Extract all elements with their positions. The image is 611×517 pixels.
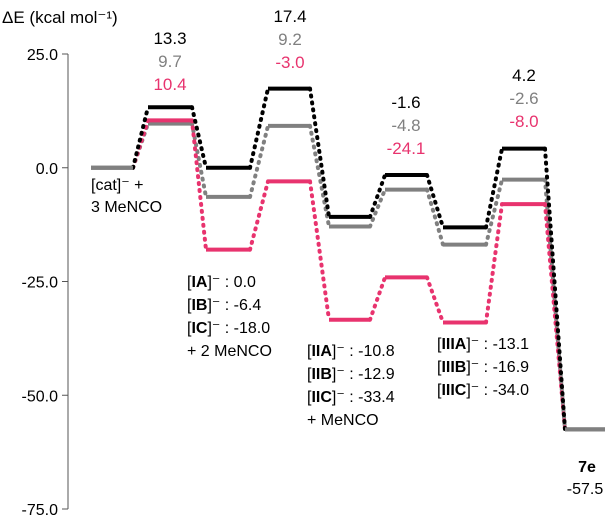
connector-C [425, 275, 445, 325]
connector-C [308, 179, 331, 322]
connector-C [190, 118, 208, 252]
start-label-line2: 3 MeNCO [91, 199, 162, 216]
connector-A [190, 105, 208, 170]
ts-value-label-C: -8.0 [509, 112, 538, 131]
connector-A [131, 105, 150, 170]
connector-A [425, 173, 445, 230]
y-tick-label: 0.0 [36, 161, 58, 178]
intermediate-label-group: [IIA]⁻ : -10.8 [IIB]⁻ : -12.9 [IIC]⁻ : -33… [307, 343, 395, 429]
intermediate-label-B: [IIB]⁻ : -12.9 [307, 366, 395, 383]
end-name-label: 7e [578, 459, 596, 476]
series-A [91, 86, 605, 432]
intermediate-label-C: [IC]⁻ : -18.0 [187, 320, 270, 337]
ts-value-label-B: 9.2 [278, 30, 302, 49]
connector-C [484, 202, 504, 325]
ts-value-label-C: -3.0 [275, 53, 304, 72]
y-tick-label: -75.0 [22, 502, 59, 517]
connector-B [248, 123, 270, 199]
connector-A [543, 146, 567, 432]
connector-A [248, 86, 270, 170]
end-value-label: -57.5 [567, 481, 604, 498]
ts-value-label-C: 10.4 [153, 75, 186, 94]
y-tick-label: -50.0 [22, 388, 59, 405]
intermediate-label-A: [IA]⁻ : 0.0 [187, 274, 256, 291]
ts-value-label-A: 4.2 [512, 66, 536, 85]
connector-B [425, 187, 445, 247]
ts-value-label-B: 9.7 [158, 52, 182, 71]
intermediate-label-A: [IIA]⁻ : -10.8 [307, 343, 395, 360]
intermediate-label-C: [IIIC]⁻ : -34.0 [437, 382, 529, 399]
connector-A [308, 86, 331, 219]
intermediate-note: + MeNCO [307, 412, 379, 429]
y-axis-label: ΔE (kcal mol⁻¹) [2, 8, 118, 27]
connector-A [484, 146, 504, 230]
connector-A [368, 173, 387, 219]
connector-B [308, 123, 331, 229]
ts-value-label-A: 13.3 [153, 29, 186, 48]
connector-B [484, 177, 504, 247]
intermediate-label-B: [IB]⁻ : -6.4 [187, 297, 261, 314]
start-label: [cat]⁻ + [91, 177, 143, 194]
ts-value-label-A: -1.6 [391, 93, 420, 112]
intermediate-label-group: [IA]⁻ : 0.0 [IB]⁻ : -6.4 [IC]⁻ : -18.0 + 2 … [187, 274, 272, 360]
ts-value-label-A: 17.4 [273, 7, 306, 26]
ts-value-label-C: -24.1 [387, 139, 426, 158]
y-tick-label: -25.0 [22, 275, 59, 292]
intermediate-label-A: [IIIA]⁻ : -13.1 [437, 336, 529, 353]
intermediate-label-B: [IIIB]⁻ : -16.9 [437, 359, 529, 376]
intermediate-label-group: [IIIA]⁻ : -13.1 [IIIB]⁻ : -16.9 [IIIC]⁻ : … [437, 336, 529, 399]
connector-C [368, 275, 387, 322]
intermediate-note: + 2 MeNCO [187, 343, 272, 360]
ts-value-label-B: -2.6 [509, 89, 538, 108]
y-tick-label: 25.0 [27, 47, 58, 64]
connector-C [248, 179, 270, 252]
ts-value-label-B: -4.8 [391, 116, 420, 135]
connector-B [368, 187, 387, 229]
intermediate-label-C: [IIC]⁻ : -33.4 [307, 389, 395, 406]
